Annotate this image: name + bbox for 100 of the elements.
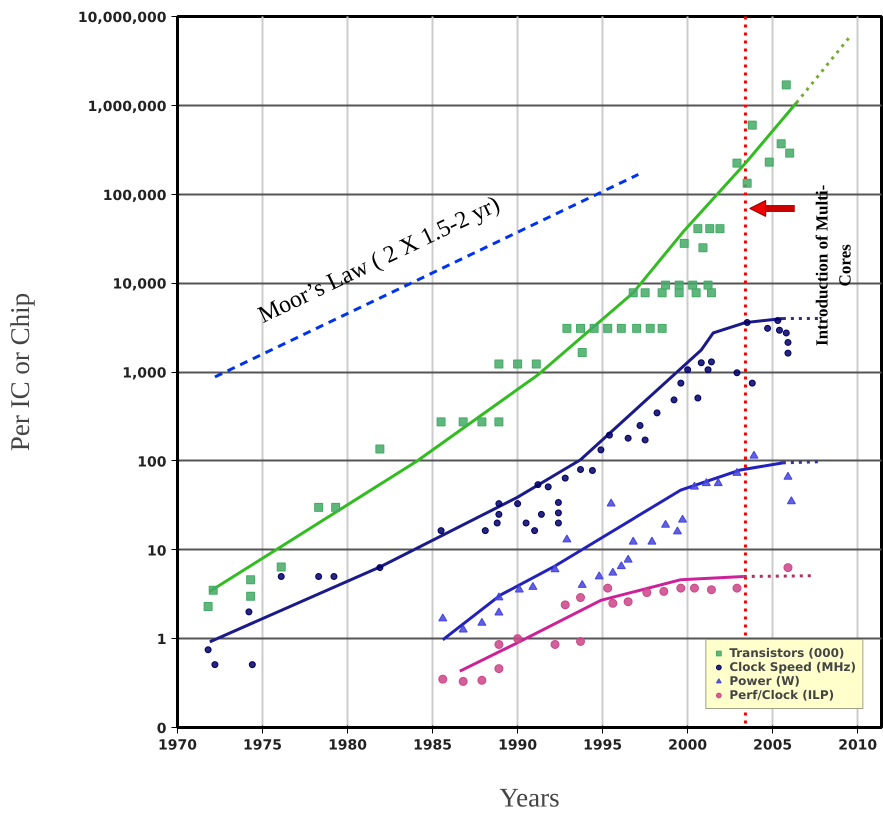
point	[603, 584, 612, 593]
point	[554, 520, 562, 526]
point	[732, 468, 742, 476]
point	[636, 422, 644, 429]
point	[782, 329, 790, 336]
point	[246, 592, 256, 601]
point	[576, 324, 586, 333]
point	[245, 608, 252, 616]
point	[692, 288, 701, 298]
point	[550, 564, 560, 572]
point	[678, 514, 688, 523]
point	[458, 417, 468, 426]
point	[642, 436, 649, 444]
point	[744, 319, 751, 326]
point	[642, 588, 652, 598]
point	[495, 500, 502, 508]
point	[248, 661, 256, 668]
point	[783, 472, 792, 480]
point	[534, 481, 542, 488]
point	[532, 360, 541, 369]
point	[672, 526, 682, 534]
point	[554, 499, 562, 506]
point	[698, 359, 705, 366]
point	[590, 324, 599, 333]
point	[494, 592, 504, 600]
point	[706, 288, 716, 298]
point	[690, 482, 699, 490]
x-tick-label: 1995	[583, 738, 622, 754]
point	[764, 158, 774, 167]
line-series	[441, 461, 784, 642]
point	[748, 120, 757, 130]
point	[562, 474, 569, 482]
point	[482, 527, 489, 534]
point	[774, 316, 782, 324]
point	[376, 564, 384, 572]
point	[494, 417, 504, 426]
point	[704, 280, 713, 290]
point	[786, 496, 796, 504]
point	[628, 536, 638, 545]
point	[438, 674, 448, 684]
point	[550, 640, 560, 649]
x-tick-label: 2000	[668, 738, 708, 754]
point	[732, 158, 742, 168]
x-tick-label: 1970	[158, 738, 198, 754]
point	[513, 360, 522, 369]
point	[578, 580, 587, 588]
point	[688, 280, 698, 290]
x-tick-label: 2010	[838, 738, 878, 754]
point	[315, 573, 322, 580]
point	[704, 366, 712, 374]
point	[698, 243, 708, 252]
point	[494, 664, 504, 674]
point	[278, 573, 285, 580]
point	[654, 409, 661, 416]
point	[494, 360, 504, 369]
point	[782, 80, 791, 90]
point	[677, 380, 684, 387]
y-axis-title: Per IC or Chip	[4, 292, 35, 452]
point	[494, 640, 504, 649]
point	[702, 478, 711, 486]
x-tick-label: 1975	[243, 738, 282, 754]
point	[606, 432, 613, 439]
point	[513, 634, 522, 644]
point	[608, 598, 618, 608]
point	[647, 536, 656, 545]
point	[764, 324, 772, 332]
point	[783, 563, 792, 572]
legend-label: Transistors (000)	[729, 646, 844, 660]
point	[616, 324, 626, 333]
x-tick-label: 1990	[498, 738, 538, 754]
ref-line-label: Introduction of Multi- Cores	[812, 184, 854, 346]
legend-label: Power (W)	[729, 674, 800, 688]
point	[577, 466, 584, 473]
point	[522, 520, 530, 526]
point	[732, 584, 742, 593]
point	[694, 394, 702, 402]
point	[246, 575, 256, 584]
point	[785, 148, 794, 158]
point	[606, 498, 616, 506]
point	[330, 573, 338, 580]
y-tick-label: 1,000,000	[88, 98, 167, 115]
point	[554, 509, 562, 516]
point	[603, 324, 612, 333]
legend-label: Clock Speed (MHz)	[729, 660, 856, 674]
point	[646, 324, 655, 333]
point	[640, 288, 650, 298]
point	[477, 676, 486, 685]
point	[676, 584, 686, 593]
point	[624, 434, 632, 442]
point	[690, 584, 699, 593]
x-tick-label: 1980	[328, 738, 368, 754]
point	[204, 602, 213, 611]
point	[628, 288, 638, 298]
point	[458, 624, 468, 633]
point	[706, 585, 716, 594]
point	[436, 417, 446, 426]
point	[742, 178, 752, 188]
point	[674, 280, 684, 290]
point	[714, 478, 723, 486]
point	[661, 520, 670, 528]
